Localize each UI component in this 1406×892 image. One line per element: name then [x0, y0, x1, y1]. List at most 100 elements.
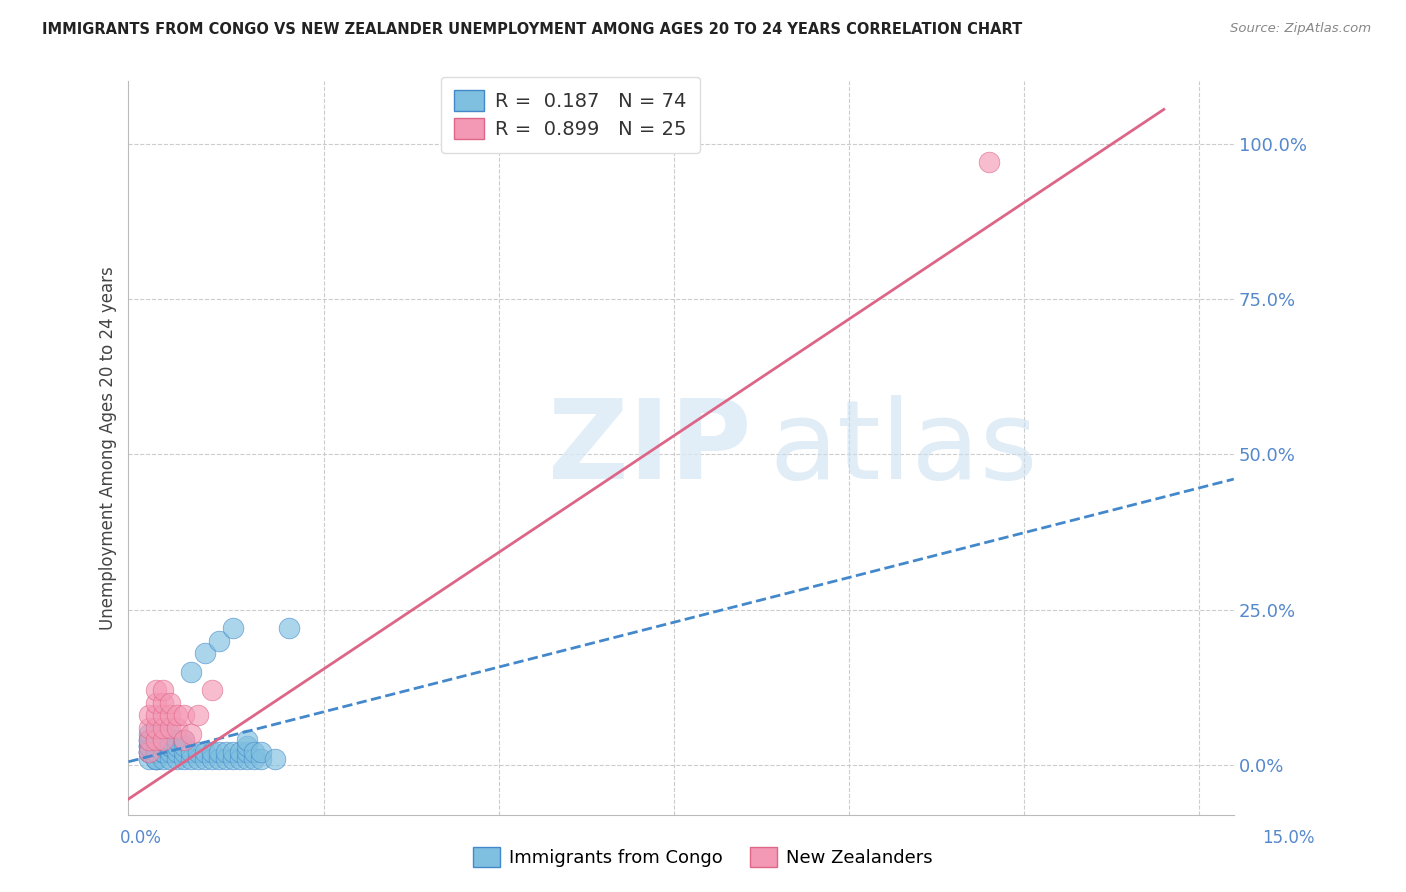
Point — [145, 746, 167, 760]
Point — [250, 746, 273, 760]
Point — [159, 739, 181, 754]
Point — [138, 727, 160, 741]
Point — [236, 751, 259, 765]
Point — [138, 739, 160, 754]
Point — [159, 708, 181, 723]
Point — [208, 751, 231, 765]
Point — [138, 733, 160, 747]
Point — [166, 739, 188, 754]
Text: IMMIGRANTS FROM CONGO VS NEW ZEALANDER UNEMPLOYMENT AMONG AGES 20 TO 24 YEARS CO: IMMIGRANTS FROM CONGO VS NEW ZEALANDER U… — [42, 22, 1022, 37]
Point — [138, 708, 160, 723]
Point — [180, 751, 202, 765]
Point — [222, 621, 245, 635]
Point — [145, 733, 167, 747]
Point — [145, 721, 167, 735]
Point — [229, 751, 252, 765]
Point — [138, 733, 160, 747]
Point — [187, 746, 209, 760]
Point — [152, 733, 174, 747]
Point — [264, 751, 287, 765]
Point — [173, 751, 195, 765]
Point — [138, 746, 160, 760]
Point — [166, 746, 188, 760]
Text: 0.0%: 0.0% — [120, 829, 162, 847]
Point — [208, 746, 231, 760]
Point — [278, 621, 301, 635]
Point — [173, 746, 195, 760]
Point — [201, 751, 224, 765]
Point — [215, 751, 238, 765]
Point — [159, 696, 181, 710]
Text: atlas: atlas — [769, 394, 1038, 501]
Point — [145, 751, 167, 765]
Point — [236, 739, 259, 754]
Point — [166, 708, 188, 723]
Point — [243, 751, 266, 765]
Point — [152, 739, 174, 754]
Point — [159, 746, 181, 760]
Point — [236, 733, 259, 747]
Point — [152, 708, 174, 723]
Point — [173, 733, 195, 747]
Point — [145, 751, 167, 765]
Point — [180, 727, 202, 741]
Point — [145, 746, 167, 760]
Point — [152, 746, 174, 760]
Point — [222, 751, 245, 765]
Point — [159, 739, 181, 754]
Text: 15.0%: 15.0% — [1263, 829, 1315, 847]
Point — [138, 721, 160, 735]
Point — [187, 751, 209, 765]
Point — [159, 733, 181, 747]
Point — [145, 746, 167, 760]
Point — [152, 683, 174, 698]
Point — [194, 751, 217, 765]
Point — [145, 727, 167, 741]
Point — [145, 733, 167, 747]
Point — [145, 739, 167, 754]
Point — [201, 746, 224, 760]
Point — [152, 727, 174, 741]
Point — [229, 746, 252, 760]
Point — [180, 746, 202, 760]
Legend: Immigrants from Congo, New Zealanders: Immigrants from Congo, New Zealanders — [465, 839, 941, 874]
Text: Source: ZipAtlas.com: Source: ZipAtlas.com — [1230, 22, 1371, 36]
Y-axis label: Unemployment Among Ages 20 to 24 years: Unemployment Among Ages 20 to 24 years — [100, 266, 117, 630]
Point — [138, 746, 160, 760]
Point — [222, 746, 245, 760]
Point — [138, 739, 160, 754]
Point — [159, 727, 181, 741]
Point — [159, 751, 181, 765]
Point — [166, 733, 188, 747]
Point — [145, 739, 167, 754]
Point — [138, 733, 160, 747]
Point — [152, 733, 174, 747]
Point — [180, 665, 202, 679]
Point — [152, 727, 174, 741]
Point — [173, 708, 195, 723]
Point — [166, 721, 188, 735]
Point — [138, 751, 160, 765]
Point — [250, 751, 273, 765]
Point — [194, 646, 217, 660]
Point — [166, 751, 188, 765]
Point — [243, 746, 266, 760]
Point — [152, 746, 174, 760]
Point — [173, 733, 195, 747]
Point — [152, 733, 174, 747]
Point — [215, 746, 238, 760]
Point — [138, 746, 160, 760]
Point — [236, 746, 259, 760]
Point — [201, 683, 224, 698]
Point — [138, 739, 160, 754]
Point — [977, 155, 1000, 169]
Point — [145, 708, 167, 723]
Point — [138, 746, 160, 760]
Point — [187, 708, 209, 723]
Point — [173, 739, 195, 754]
Point — [145, 683, 167, 698]
Point — [194, 746, 217, 760]
Point — [159, 721, 181, 735]
Point — [152, 751, 174, 765]
Text: ZIP: ZIP — [548, 394, 752, 501]
